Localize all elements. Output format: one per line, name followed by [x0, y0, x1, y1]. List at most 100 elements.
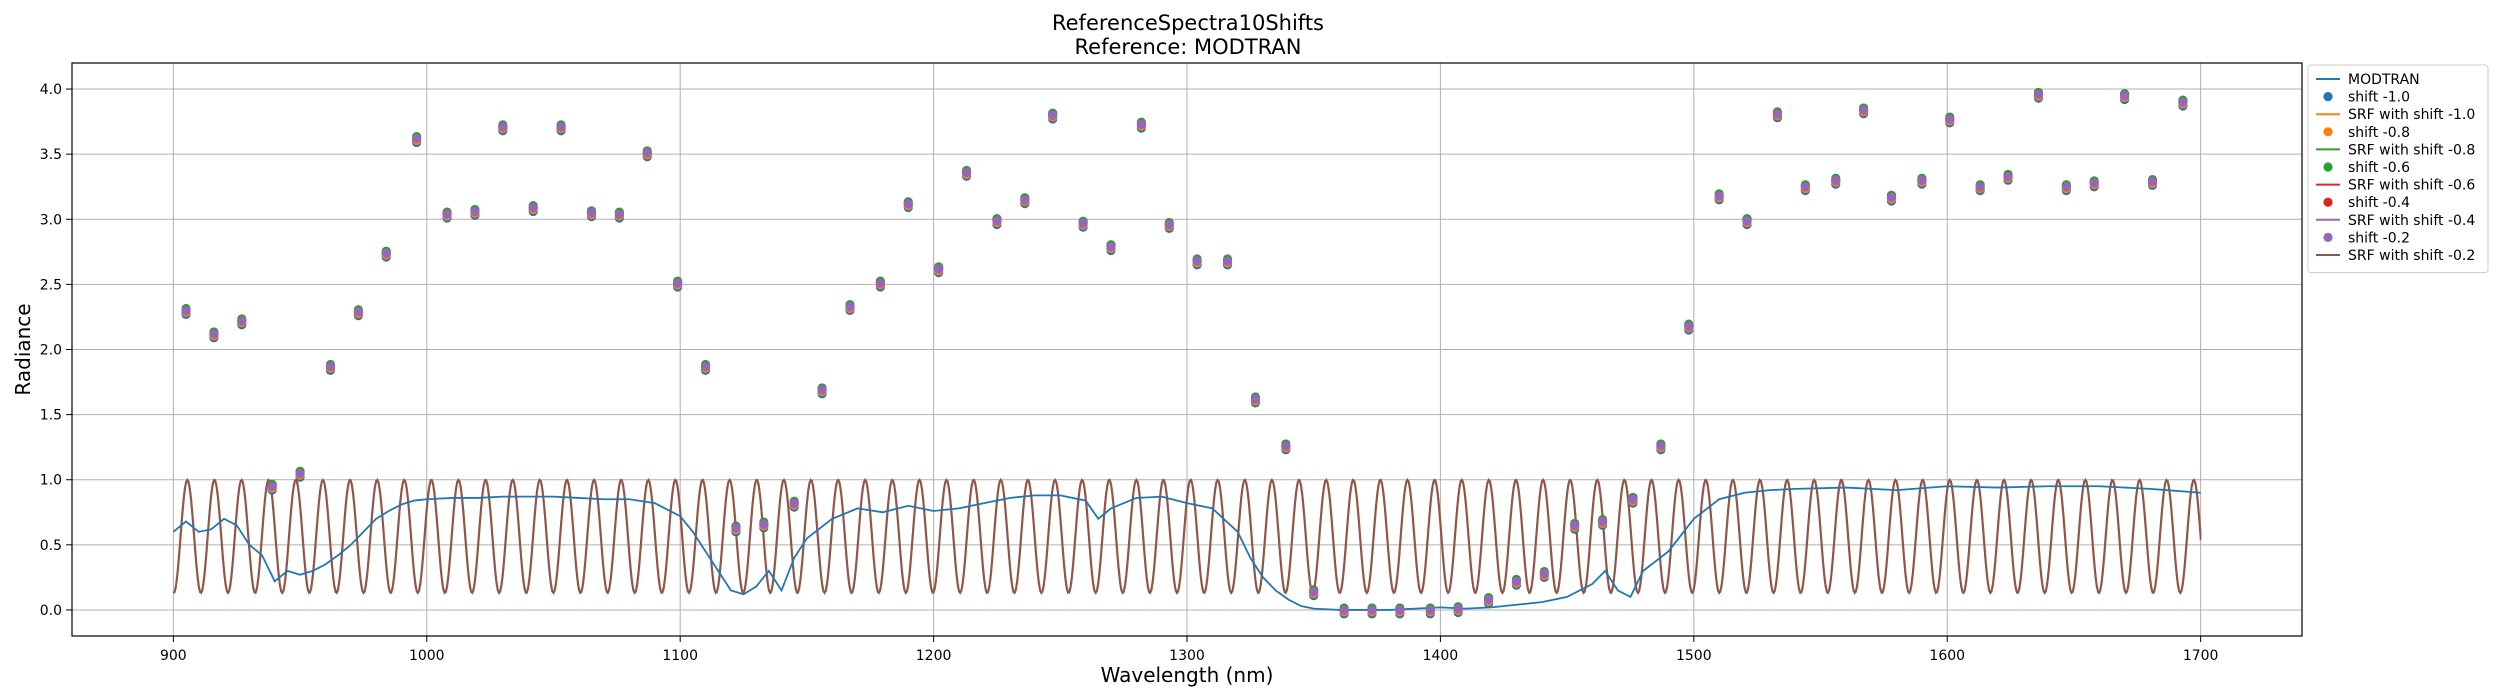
- legend-dot-swatch: [2323, 232, 2333, 242]
- scatter-point: [700, 361, 711, 372]
- scatter-point: [1945, 114, 1955, 124]
- scatter-point: [1656, 441, 1666, 451]
- scatter-point: [673, 278, 683, 288]
- scatter-point: [1975, 182, 1985, 192]
- scatter-point: [2089, 178, 2099, 188]
- scatter-point: [1425, 605, 1435, 615]
- y-tick-label: 2.0: [40, 343, 62, 359]
- scatter-point: [1570, 520, 1580, 530]
- scatter-point: [1367, 605, 1377, 615]
- scatter-point: [1628, 494, 1638, 504]
- scatter-point: [903, 199, 913, 209]
- legend-dot-swatch: [2323, 127, 2333, 137]
- scatter-point: [295, 468, 305, 478]
- scatter-point: [470, 206, 480, 217]
- x-axis-label: Wavelength (nm): [1101, 663, 1274, 687]
- legend-entry: shift -0.4: [2348, 195, 2410, 211]
- x-tick-label: 1200: [916, 648, 952, 664]
- scatter-point: [614, 209, 624, 219]
- reference-curve: [172, 485, 2201, 611]
- srf-curves: [172, 478, 2202, 595]
- srf-line: [172, 478, 2202, 595]
- legend-entry: shift -0.8: [2348, 125, 2410, 141]
- legend-dot-swatch: [2323, 197, 2333, 207]
- scatter-point: [1250, 394, 1261, 404]
- legend-box: [2307, 64, 2489, 274]
- y-tick-label: 3.0: [40, 212, 62, 228]
- legend-entry: SRF with shift -0.6: [2348, 178, 2475, 194]
- scatter-point: [498, 122, 508, 132]
- scatter-point: [1309, 587, 1319, 597]
- scatter-point: [1106, 242, 1116, 252]
- chart-subtitle: Reference: MODTRAN: [1075, 35, 1302, 59]
- scatter-point: [2061, 182, 2071, 192]
- scatter-point: [1339, 605, 1349, 615]
- scatter-point: [731, 523, 741, 533]
- y-axis-label: Radiance: [11, 303, 35, 395]
- chart-title: ReferenceSpectra10Shifts: [1052, 11, 1324, 35]
- scatter-point: [1742, 215, 1752, 226]
- scatter-point: [1192, 256, 1202, 266]
- legend-entry: shift -0.2: [2348, 230, 2410, 246]
- grid: [72, 63, 2302, 636]
- scatter-point: [1859, 105, 1869, 115]
- legend-entry: MODTRAN: [2348, 72, 2420, 88]
- scatter-point: [817, 385, 827, 395]
- scatter-point: [1453, 604, 1463, 614]
- scatter-point: [1597, 516, 1608, 527]
- scatter-point: [642, 148, 652, 158]
- scatter-point: [875, 278, 885, 288]
- scatter-point: [992, 215, 1002, 226]
- scatter-point: [1136, 119, 1146, 129]
- y-tick-label: 1.0: [40, 473, 62, 489]
- legend-entry: SRF with shift -0.8: [2348, 142, 2475, 158]
- scatter-point: [2178, 97, 2188, 107]
- scatter-point: [381, 248, 391, 258]
- legend-entry: shift -1.0: [2348, 90, 2410, 106]
- scatter-points: [181, 87, 2188, 619]
- scatter-point: [2003, 171, 2013, 181]
- scatter-point: [2033, 89, 2044, 99]
- scatter-point: [556, 122, 566, 132]
- scatter-point: [2120, 90, 2130, 101]
- legend-dot-swatch: [2323, 92, 2333, 102]
- scatter-point: [1281, 441, 1291, 451]
- scatter-point: [267, 481, 277, 491]
- scatter-point: [1078, 218, 1088, 228]
- scatter-point: [1831, 175, 1841, 185]
- legend-entry: SRF with shift -0.4: [2348, 213, 2475, 229]
- x-tick-label: 1700: [2183, 648, 2219, 664]
- scatter-point: [2147, 176, 2158, 187]
- x-tick-label: 1100: [662, 648, 698, 664]
- scatter-point: [1917, 175, 1927, 185]
- axis-ticks: 900 1000 1100 1200 1300 1400 1500 1600 1700 0.0 0.…: [40, 82, 2219, 664]
- scatter-point: [1483, 594, 1494, 605]
- scatter-point: [789, 498, 799, 508]
- scatter-point: [442, 209, 452, 219]
- scatter-point: [412, 133, 422, 144]
- y-tick-label: 0.0: [40, 603, 62, 619]
- legend-dot-swatch: [2323, 162, 2333, 172]
- scatter-point: [759, 519, 769, 529]
- x-tick-label: 1000: [409, 648, 445, 664]
- scatter-point: [934, 264, 944, 274]
- scatter-point: [1020, 195, 1030, 205]
- scatter-point: [1800, 182, 1810, 192]
- scatter-point: [528, 202, 538, 213]
- y-tick-label: 1.5: [40, 408, 62, 424]
- scatter-point: [1395, 605, 1405, 615]
- scatter-point: [1684, 321, 1694, 331]
- scatter-point: [1222, 256, 1233, 266]
- y-tick-label: 2.5: [40, 277, 62, 293]
- x-tick-label: 1500: [1676, 648, 1712, 664]
- scatter-point: [1539, 568, 1549, 579]
- scatter-point: [1511, 576, 1522, 586]
- x-tick-label: 900: [160, 648, 187, 664]
- x-tick-label: 1400: [1423, 648, 1459, 664]
- legend-entry: SRF with shift -1.0: [2348, 107, 2475, 123]
- scatter-point: [209, 329, 219, 339]
- scatter-point: [1714, 191, 1724, 201]
- legend-entry: shift -0.6: [2348, 160, 2410, 176]
- scatter-point: [1886, 192, 1897, 202]
